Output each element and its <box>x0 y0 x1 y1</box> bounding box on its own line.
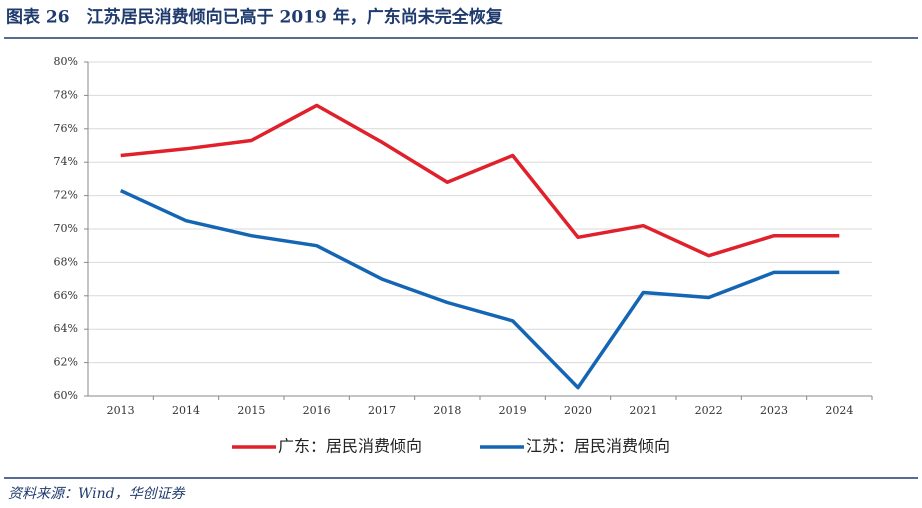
x-tick-label: 2020 <box>564 404 592 417</box>
x-tick-label: 2016 <box>303 404 331 417</box>
x-tick-label: 2015 <box>237 404 265 417</box>
y-tick-label: 62% <box>54 356 78 369</box>
y-tick-label: 74% <box>54 155 78 168</box>
x-tick-label: 2019 <box>499 404 527 417</box>
series-line <box>120 103 840 258</box>
x-tick-label: 2021 <box>629 404 657 417</box>
x-tick-label: 2024 <box>825 404 853 417</box>
x-tick-label: 2013 <box>107 404 135 417</box>
y-tick-label: 70% <box>54 222 78 235</box>
y-tick-label: 78% <box>54 88 78 101</box>
y-tick-label: 60% <box>54 389 78 402</box>
y-tick-label: 76% <box>54 122 78 135</box>
y-tick-label: 80% <box>54 55 78 68</box>
legend-label: 广东：居民消费倾向 <box>278 437 422 456</box>
source-note: 资料来源：Wind，华创证券 <box>8 486 186 502</box>
y-tick-label: 64% <box>54 322 78 335</box>
x-tick-label: 2018 <box>433 404 461 417</box>
x-tick-label: 2014 <box>172 404 200 417</box>
y-tick-label: 72% <box>54 189 78 202</box>
legend-label: 江苏：居民消费倾向 <box>526 437 670 456</box>
x-tick-label: 2017 <box>368 404 396 417</box>
x-tick-label: 2023 <box>760 404 788 417</box>
series-line <box>119 189 840 390</box>
y-tick-label: 66% <box>54 289 78 302</box>
chart-title: 图表 26 江苏居民消费倾向已高于 2019 年，广东尚未完全恢复 <box>6 7 504 28</box>
y-tick-label: 68% <box>54 255 78 268</box>
x-tick-label: 2022 <box>695 404 723 417</box>
